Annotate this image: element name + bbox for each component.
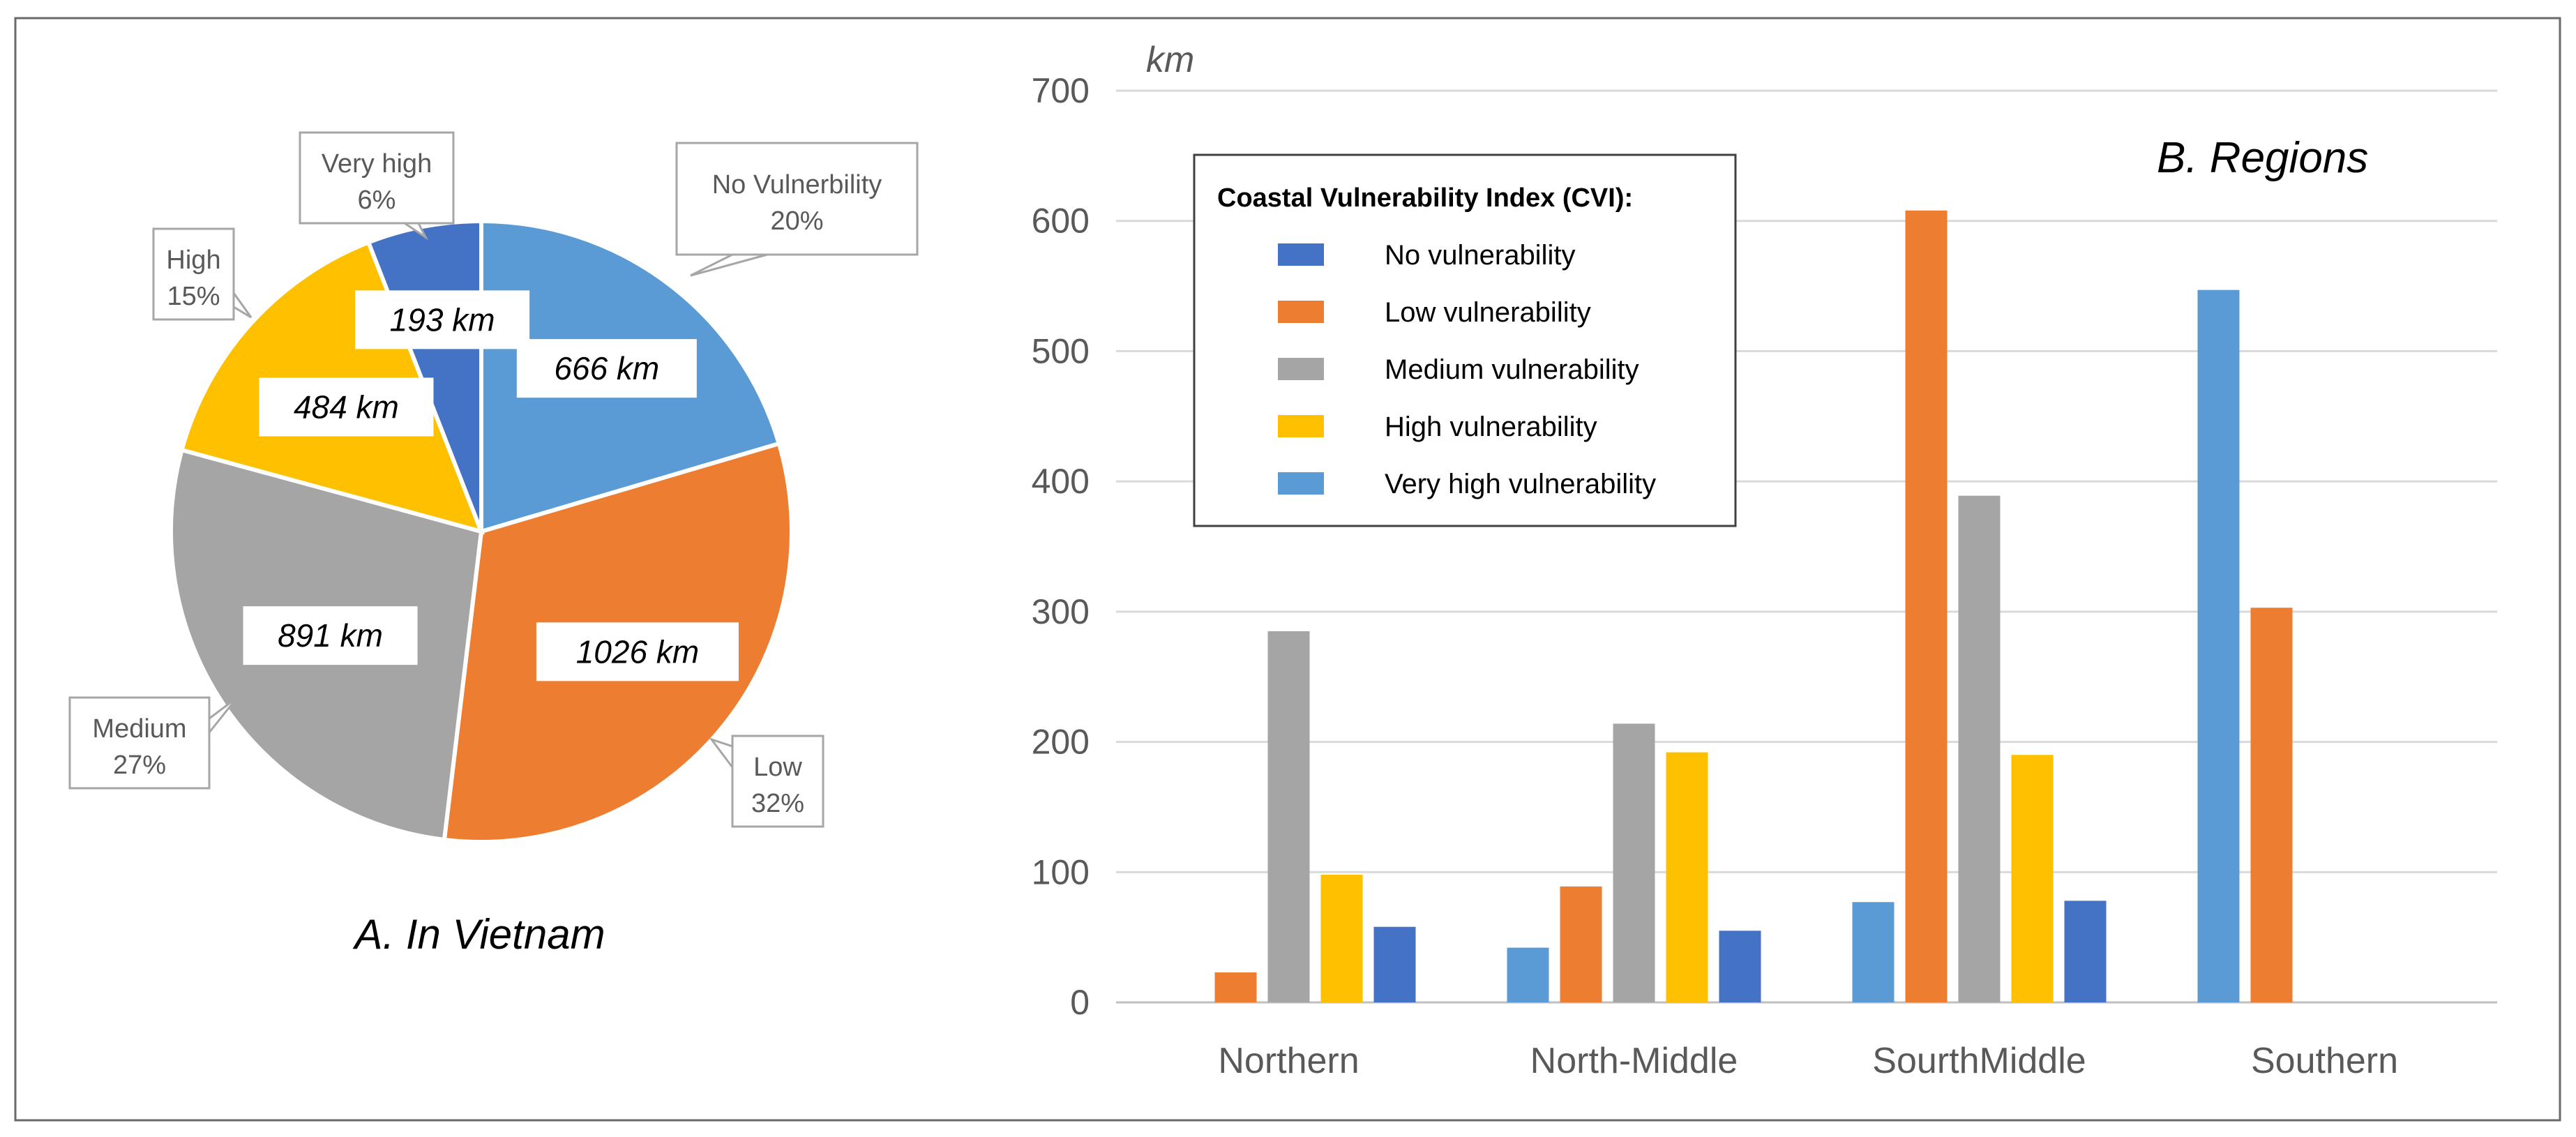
legend-swatch [1278,301,1324,323]
legend: Coastal Vulnerability Index (CVI): No vu… [1193,153,1737,527]
y-tick-label: 400 [1032,462,1090,501]
callout-category: No Vulnerbility [712,170,882,199]
y-tick-label: 300 [1032,592,1090,631]
legend-title: Coastal Vulnerability Index (CVI): [1217,183,1633,213]
pie-value-label: 666 km [554,350,659,386]
y-axis-unit-label: km [1146,40,1194,80]
legend-box [1193,153,1737,527]
pie-chart: No Vulnerbility 20% Low 32% Medium 27% High 15%… [68,131,919,958]
bar-title: B. Regions [2157,134,2368,182]
legend-label: Very high vulnerability [1385,469,1656,499]
y-tick-label: 700 [1032,71,1090,110]
pie-value-labels: 666 km 1026 km 891 km 484 km 193 km [243,290,739,682]
bars [1214,210,2293,1003]
legend-label: Low vulnerability [1385,297,1591,328]
callout-percent: 27% [113,751,166,780]
callout-box [68,696,211,790]
legend-swatch [1278,358,1324,380]
x-tick-label: North-Middle [1530,1041,1738,1081]
bar-north-middle-dark-blue [1719,931,1761,1002]
bar-northern-gray [1267,631,1310,1002]
bar-north-middle-orange [1560,886,1602,1002]
bar-sourthmiddle-light-blue [1852,902,1895,1002]
callout-box [731,735,824,828]
pie-value-label-box [259,377,434,437]
x-tick-label: SourthMiddle [1872,1041,2086,1081]
legend-swatch [1278,415,1324,437]
x-tick-label: Northern [1218,1041,1359,1081]
callout-category: Medium [92,714,186,744]
bar-north-middle-yellow [1666,752,1708,1002]
bar-sourthmiddle-gray [1958,495,2001,1002]
callout-category: Very high [322,149,432,179]
bar-northern-orange [1214,972,1257,1002]
y-tick-label: 500 [1032,331,1090,370]
pie-value-label-box [355,290,530,349]
x-tick-labels: Northern North-Middle SourthMiddle Southern [1218,1041,2398,1081]
y-tick-label: 100 [1032,852,1090,891]
callout-percent: 15% [167,282,220,311]
callout-box [299,131,455,225]
bar-sourthmiddle-orange [1905,210,1948,1003]
bar-northern-yellow [1320,875,1363,1002]
pie-value-label: 891 km [278,617,383,654]
pie-value-label: 484 km [294,389,399,425]
callout-box [675,142,919,256]
bar-chart: 0 100 200 300 400 500 600 700 km Northern North-… [1032,40,2497,1081]
legend-label: Medium vulnerability [1385,354,1639,385]
legend-entries: No vulnerability Low vulnerability Medium … [1278,240,1656,499]
y-tick-label: 200 [1032,723,1090,762]
x-tick-label: Southern [2251,1041,2398,1081]
callout-percent: 6% [358,186,396,215]
bar-northern-dark-blue [1373,926,1416,1002]
bar-sourthmiddle-dark-blue [2064,901,2107,1002]
legend-label: High vulnerability [1385,412,1597,442]
legend-label: No vulnerability [1385,240,1575,271]
pie-value-label: 193 km [390,301,495,338]
bar-north-middle-gray [1613,723,1655,1002]
y-tick-label: 600 [1032,202,1090,241]
legend-swatch [1278,472,1324,495]
callout-percent: 20% [770,206,823,236]
pie-value-label-box [243,606,418,665]
callout-category: High [166,246,220,275]
callout-box [152,227,235,321]
bar-southern-orange [2250,608,2293,1002]
pie-value-label: 1026 km [576,633,699,670]
y-tick-labels: 0 100 200 300 400 500 600 700 [1032,71,1090,1022]
legend-swatch [1278,243,1324,266]
bar-north-middle-light-blue [1507,947,1549,1002]
pie-callouts: No Vulnerbility 20% Low 32% Medium 27% High 15%… [68,131,919,828]
bar-sourthmiddle-yellow [2011,755,2054,1002]
bar-southern-light-blue [2197,289,2240,1002]
callout-percent: 32% [751,789,804,818]
pie-value-label-box [536,622,739,682]
y-tick-label: 0 [1070,983,1090,1022]
callout-category: Low [753,753,802,782]
pie-value-label-box [516,339,697,398]
pie-title: A. In Vietnam [352,911,605,958]
